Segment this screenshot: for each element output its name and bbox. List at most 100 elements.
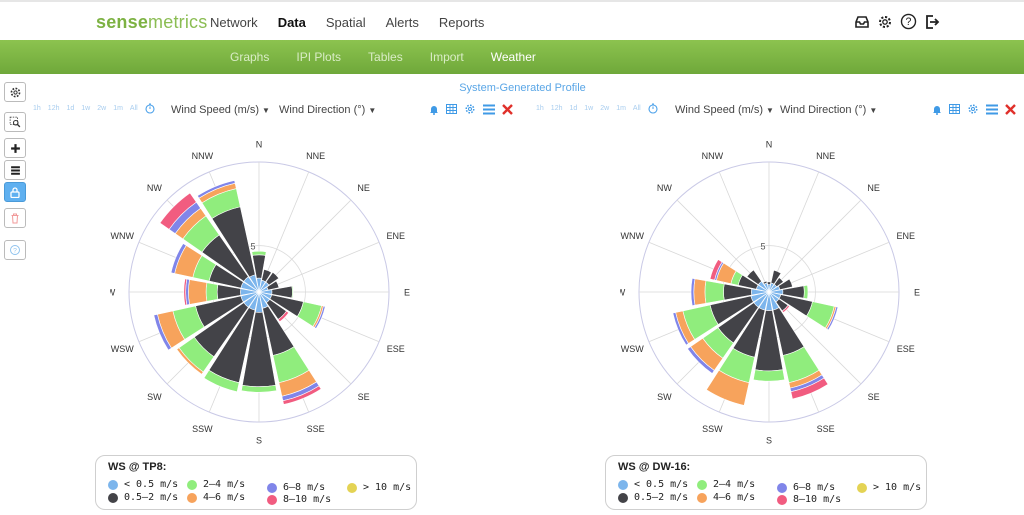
legend-item[interactable]: 6–8 m/s [267,482,325,493]
nav-item-network[interactable]: Network [210,15,258,30]
gear-icon[interactable] [464,103,476,115]
close-icon[interactable] [502,103,513,115]
legend-item[interactable]: < 0.5 m/s [618,479,688,490]
bell-icon[interactable] [932,104,942,115]
range-1m[interactable]: 1m [616,105,626,112]
nav-item-data[interactable]: Data [277,15,306,30]
rose-wedge-ssw-bin2[interactable] [203,369,240,393]
wind-speed-dropdown[interactable]: Wind Speed (m/s) ▼ [171,104,270,116]
gear-icon[interactable] [967,103,979,115]
legend-item[interactable]: 4–6 m/s [697,492,755,503]
legend-item[interactable]: > 10 m/s [347,482,411,493]
legend-item[interactable]: 4–6 m/s [187,492,245,503]
rose-wedge-s-bin2[interactable] [241,384,277,393]
range-1h[interactable]: 1h [536,105,544,112]
rose-wedge-nnw-bin4[interactable] [197,180,236,199]
rose-wedge-sse-bin5[interactable] [282,385,322,405]
range-1h[interactable]: 1h [33,105,41,112]
range-1w[interactable]: 1w [81,105,91,112]
add-button[interactable] [4,138,26,158]
delete-button[interactable] [4,208,26,228]
legend-item[interactable]: 2–4 m/s [187,479,245,490]
range-1d[interactable]: 1d [66,105,75,112]
legend-item[interactable]: < 0.5 m/s [108,479,178,490]
timer-icon[interactable] [648,103,658,114]
rose-wedge-sw-bin4[interactable] [687,346,715,374]
rose-wedge-w-bin2[interactable] [704,280,725,304]
table-icon[interactable] [446,104,457,114]
range-1d[interactable]: 1d [569,105,578,112]
range-2w[interactable]: 2w [600,105,610,112]
wind-direction-dropdown[interactable]: Wind Direction (°) ▼ [780,104,877,116]
rose-wedge-nnw-bin1[interactable] [762,280,768,285]
rose-wedge-ene-bin1[interactable] [266,280,280,291]
timer-icon[interactable] [145,103,155,114]
rose-wedge-s-bin2[interactable] [752,369,786,382]
legend-item[interactable]: 8–10 m/s [777,494,841,505]
legend-item[interactable]: 6–8 m/s [777,482,835,493]
legend-item[interactable]: 0.5–2 m/s [618,492,688,503]
rose-wedge-ne-bin1[interactable] [773,277,784,288]
rose-wedge-n-bin1[interactable] [766,281,772,286]
rose-wedge-se-bin5[interactable] [277,310,290,323]
legend-item[interactable]: 0.5–2 m/s [108,492,178,503]
logout-icon[interactable] [924,14,940,30]
rose-wedge-n-bin2[interactable] [251,250,267,256]
rose-wedge-w-bin3[interactable] [693,278,707,306]
nav-item-alerts[interactable]: Alerts [385,15,419,30]
range-all[interactable]: All [632,105,641,112]
rose-wedge-wsw-bin4[interactable] [672,312,689,346]
range-1w[interactable]: 1w [584,105,594,112]
brand-logo[interactable]: sensemetrics [96,12,207,33]
range-12h[interactable]: 12h [47,105,60,112]
rose-wedge-w-bin5[interactable] [183,278,188,306]
rose-wedge-nw-bin1[interactable] [746,269,762,285]
wind-speed-dropdown[interactable]: Wind Speed (m/s) ▼ [675,104,774,116]
bell-icon[interactable] [429,104,439,115]
tab-graphs[interactable]: Graphs [230,50,270,64]
rose-wedge-ese-bin4[interactable] [314,305,326,329]
gear-icon[interactable] [877,14,893,30]
rose-wedge-w-bin3[interactable] [188,279,208,305]
wind-direction-dropdown[interactable]: Wind Direction (°) ▼ [279,104,376,116]
rose-wedge-sse-bin5[interactable] [790,377,829,400]
rose-wedge-w-bin4[interactable] [690,277,696,307]
rose-wedge-wnw-bin4[interactable] [170,243,187,274]
rose-wedge-ene-bin1[interactable] [777,278,793,290]
rose-wedge-wnw-bin5[interactable] [709,259,723,281]
rose-wedge-ssw-bin3[interactable] [706,369,750,406]
rose-wedge-ese-bin4[interactable] [826,306,839,331]
menu-button[interactable] [4,160,26,180]
rose-wedge-w-bin2[interactable] [205,282,219,302]
range-12h[interactable]: 12h [550,105,563,112]
tab-weather[interactable]: Weather [490,50,536,64]
tab-import[interactable]: Import [429,50,464,64]
rose-wedge-sw-bin3[interactable] [176,347,204,375]
range-1m[interactable]: 1m [113,105,123,112]
nav-item-reports[interactable]: Reports [438,15,485,30]
legend-item[interactable]: 2–4 m/s [697,479,755,490]
range-2w[interactable]: 2w [97,105,107,112]
rose-wedge-e-bin2[interactable] [803,284,809,300]
rose-wedge-ne-bin1[interactable] [265,271,280,286]
menu-icon[interactable] [986,104,998,115]
help-icon[interactable]: ? [900,13,917,30]
tab-tables[interactable]: Tables [368,50,403,64]
menu-icon[interactable] [483,104,495,115]
rose-wedge-nw-bin5[interactable] [159,192,197,230]
rose-wedge-se-bin5[interactable] [781,304,790,313]
rose-wedge-nne-bin1[interactable] [261,268,272,283]
lock-button[interactable] [4,182,26,202]
legend-item[interactable]: > 10 m/s [857,482,921,493]
nav-item-spatial[interactable]: Spatial [325,15,366,30]
table-icon[interactable] [949,104,960,114]
rose-wedge-nne-bin1[interactable] [770,269,782,285]
rose-wedge-e-bin2[interactable] [291,285,294,299]
tab-ipi-plots[interactable]: IPI Plots [296,50,342,64]
zoom-select-button[interactable] [4,112,26,132]
range-all[interactable]: All [129,105,138,112]
inbox-icon[interactable] [854,14,870,30]
rose-wedge-wsw-bin4[interactable] [153,313,172,351]
legend-item[interactable]: 8–10 m/s [267,494,331,505]
settings-button[interactable] [4,82,26,102]
